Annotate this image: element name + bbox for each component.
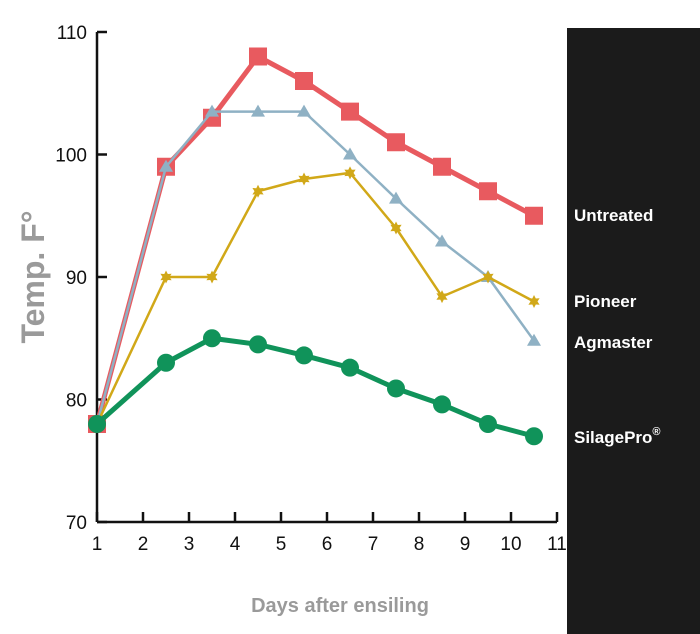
square-marker: [341, 102, 359, 121]
triangle-marker: [435, 234, 449, 247]
star-marker: [252, 184, 264, 198]
y-tick-label: 90: [66, 268, 87, 289]
series-silagepro: [88, 329, 543, 446]
y-tick-label: 110: [57, 23, 87, 44]
circle-marker: [525, 427, 543, 446]
x-tick-label: 1: [92, 534, 103, 555]
square-marker: [479, 182, 497, 201]
circle-marker: [341, 358, 359, 377]
star-marker: [390, 221, 402, 235]
circle-marker: [249, 335, 267, 354]
circle-marker: [479, 415, 497, 433]
registered-mark: ®: [652, 426, 660, 438]
x-tick-label: 7: [368, 534, 379, 555]
legend-untreated: Untreated: [574, 206, 653, 225]
star-marker: [298, 172, 310, 186]
x-tick-label: 10: [500, 534, 521, 555]
triangle-marker: [389, 191, 403, 204]
circle-marker: [433, 395, 451, 414]
x-tick-label: 11: [547, 534, 567, 555]
x-axis-label: Days after ensiling: [251, 595, 429, 617]
y-tick-label: 100: [55, 146, 87, 167]
square-marker: [249, 47, 267, 66]
series-line: [94, 54, 536, 425]
triangle-marker: [343, 147, 357, 160]
legend-panel: [567, 28, 700, 634]
star-marker: [160, 270, 172, 284]
y-axis-label: Temp. F°: [15, 210, 51, 343]
triangle-marker: [297, 104, 311, 117]
series-pioneer: [90, 104, 541, 429]
triangle-marker: [159, 159, 173, 172]
triangle-marker: [251, 104, 265, 117]
x-tick-label: 5: [276, 534, 287, 555]
y-tick-label: 80: [66, 391, 87, 412]
y-tick-label: 70: [66, 513, 87, 534]
star-marker: [528, 295, 540, 308]
series-agmaster: [91, 166, 540, 431]
x-tick-label: 3: [184, 534, 195, 555]
circle-marker: [295, 346, 313, 365]
star-marker: [436, 290, 448, 304]
series-line: [95, 110, 536, 425]
x-tick-label: 4: [230, 534, 241, 555]
series-line: [95, 335, 535, 439]
star-marker: [344, 166, 356, 180]
circle-marker: [387, 379, 405, 398]
legend-pioneer: Pioneer: [574, 292, 637, 311]
square-marker: [387, 133, 405, 152]
legend-silagepro-label: SilagePro: [574, 428, 652, 447]
circle-marker: [157, 353, 175, 372]
x-tick-label: 6: [322, 534, 333, 555]
x-tick-label: 9: [460, 534, 471, 555]
triangle-marker: [527, 333, 541, 346]
circle-marker: [203, 329, 221, 348]
star-marker: [482, 270, 494, 284]
square-marker: [295, 72, 313, 90]
legend-silagepro: SilagePro®: [574, 426, 661, 447]
series-line: [95, 171, 535, 425]
legend-agmaster: Agmaster: [574, 333, 653, 352]
series-untreated: [88, 47, 543, 433]
x-tick-label: 2: [138, 534, 149, 555]
square-marker: [433, 157, 451, 176]
circle-marker: [88, 415, 106, 433]
triangle-marker: [205, 104, 219, 117]
x-tick-label: 8: [414, 534, 425, 555]
square-marker: [525, 206, 543, 225]
star-marker: [206, 270, 218, 284]
